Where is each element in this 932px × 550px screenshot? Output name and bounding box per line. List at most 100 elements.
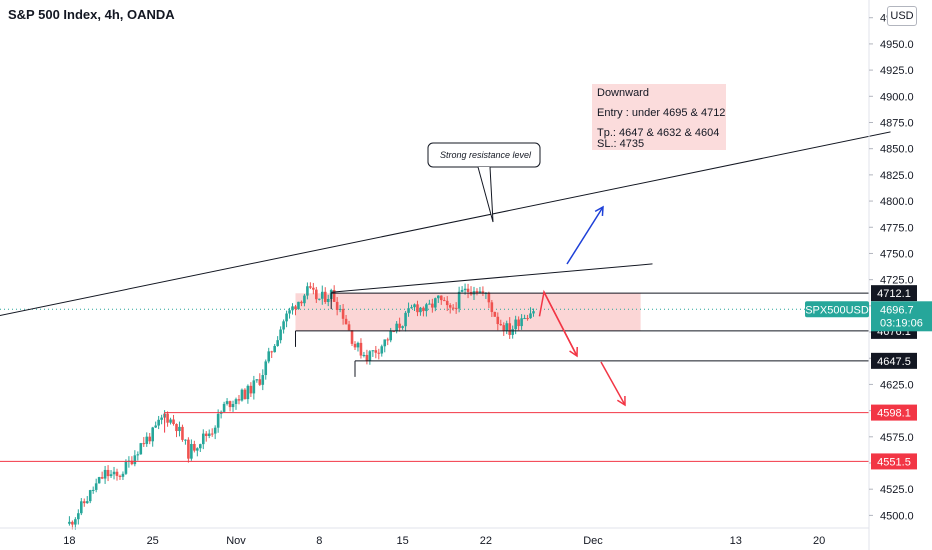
candle-body [380,346,384,354]
candle-body [288,310,291,314]
y-tick-label: 4725.0 [880,275,914,287]
candle-body [71,521,74,525]
candle-body [422,307,425,312]
candle-body [190,443,193,459]
candle-body [490,302,494,312]
candle-body [82,501,86,504]
candle-body [362,354,366,356]
candle-body [213,427,217,434]
candle-body [261,375,265,385]
candle-body [318,298,321,300]
candle-body [181,426,184,440]
candle-body [341,308,345,319]
candle-body [196,448,199,451]
trend-line-long-trend[interactable] [0,131,891,340]
candle-body [151,427,154,442]
symbol-tag[interactable] [805,301,869,318]
current-price-label: 4696.7 [880,304,914,316]
candle-body [145,436,149,444]
candle-body [347,324,351,331]
candle-body [359,342,363,356]
candle-body [523,318,526,320]
bearish-arrow-1[interactable] [543,291,578,357]
candle-body [85,501,89,504]
candle-body [133,455,137,465]
bearish-arrow-2[interactable] [600,361,626,406]
candle-body [425,304,428,312]
candle-body [395,323,398,332]
candle-body [77,513,80,520]
candle-body [240,389,244,401]
candle-body [184,439,187,441]
candle-body [416,304,419,313]
candle-body [258,379,262,385]
candle-body [142,443,146,445]
candle-body [460,290,464,292]
candle-body [148,436,152,442]
candle-body [353,343,357,348]
candle-body [532,311,535,314]
candle-body [309,286,312,288]
candle-body [172,419,175,425]
candle-body [439,295,443,301]
candle-body [451,307,455,309]
x-tick-label: Nov [226,535,246,547]
candle-body [401,326,404,328]
level-tag[interactable] [871,352,917,369]
candle-body [505,323,509,331]
candle-body [508,323,511,335]
candle-body [419,307,422,313]
x-tick-label: 22 [480,535,492,547]
candle-body [335,301,339,310]
candle-body [201,433,205,445]
candle-body [139,443,143,455]
candle-body [448,305,452,308]
candle-body [118,475,122,477]
y-tick-label: 4875.0 [880,117,914,129]
candle-body [222,403,226,412]
candle-body [493,311,497,317]
y-tick-label: 4625.0 [880,379,914,391]
y-tick-label: 4525.0 [880,484,914,496]
candle-body [445,300,449,306]
candle-body [344,318,348,325]
level-tag[interactable] [871,285,917,302]
candle-body [487,293,491,303]
candle-body [407,308,410,313]
candle-body [478,291,482,294]
x-tick-label: 15 [396,535,408,547]
candle-body [442,300,446,302]
candle-body [431,303,434,308]
candle-body [326,298,330,303]
y-tick-label: 4775.0 [880,222,914,234]
bullish-arrow-head [594,205,604,217]
candle-body [434,298,437,308]
trend-line-upper-channel[interactable] [331,263,653,293]
level-tag[interactable] [871,453,917,470]
candle-body [279,329,282,341]
candle-body [94,483,98,490]
candle-body [276,340,279,346]
candle-body [291,306,294,311]
candle-body [365,354,369,362]
x-tick-label: 8 [316,535,322,547]
currency-button[interactable]: USD [887,6,917,26]
level-tag-label: 4647.5 [877,356,911,368]
candle-body [216,413,220,428]
candle-body [454,307,458,309]
candle-body [225,401,229,404]
candle-body [124,461,128,474]
candle-body [297,301,300,310]
candle-body [130,460,134,465]
candle-body [323,291,327,303]
level-tag[interactable] [871,404,917,421]
current-price-tag[interactable] [871,301,932,332]
bullish-arrow[interactable] [566,206,604,265]
candle-body [97,477,101,484]
candle-body [312,287,315,290]
note-line-targets: Tp.: 4647 & 4632 & 4604 [597,127,720,139]
candle-body [112,471,116,475]
candle-body [496,316,500,325]
